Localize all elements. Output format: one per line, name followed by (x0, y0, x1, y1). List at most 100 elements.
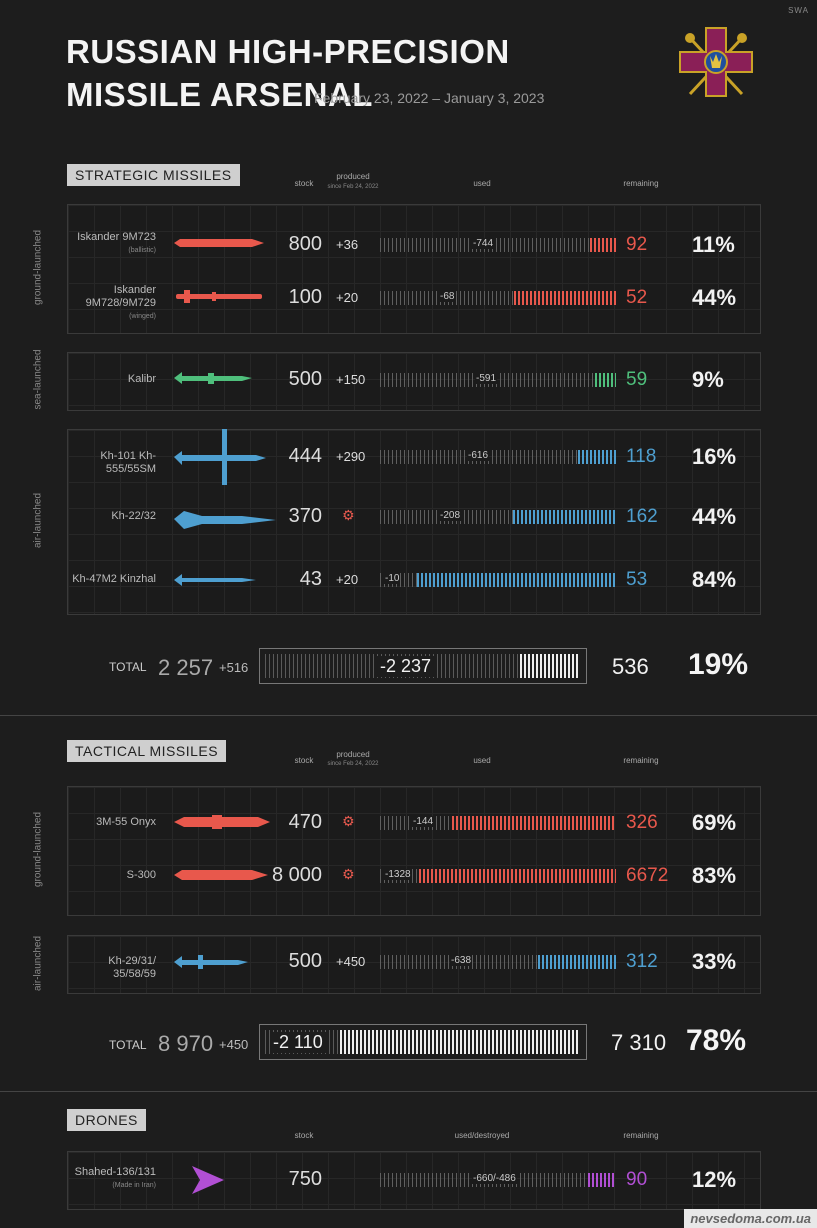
group-label: air-launched (32, 492, 44, 549)
remaining-fill (417, 573, 616, 587)
produced-value: +450 (336, 954, 366, 969)
remaining-fill (513, 510, 616, 524)
title-line-2: MISSILE ARSENAL (66, 76, 373, 113)
date-range: February 23, 2022 – January 3, 2023 (314, 90, 545, 106)
stock-value: 370 (288, 505, 322, 527)
used-value: -616 (467, 450, 490, 461)
drone-icon (192, 1166, 224, 1194)
remaining-pct: 16% (692, 444, 737, 469)
missile-name: 3M-55 Onyx (66, 816, 156, 829)
missile-name-text: 3M-55 Onyx (96, 816, 156, 828)
remaining-pct: 44% (692, 285, 737, 310)
total-used-bar: -2 237 (259, 648, 587, 684)
missile-name: Kalibr (66, 373, 156, 386)
header-produced-since: since Feb 24, 2022 (327, 761, 379, 767)
used-value: -1328 (384, 869, 412, 880)
used-value: -68 (439, 291, 456, 302)
stock-value: 8 000 (271, 864, 322, 886)
usage-bar: -744 (380, 238, 616, 252)
header-remaining: remaining (623, 1131, 659, 1140)
usage-bar: -616 (380, 450, 616, 464)
used-value: -638 (450, 955, 473, 966)
header-produced: produced (336, 172, 370, 181)
total-produced: +450 (219, 1037, 249, 1052)
remaining-fill (588, 1173, 616, 1187)
usage-bar: -638 (380, 955, 616, 969)
remaining-fill (578, 450, 616, 464)
remaining-pct: 83% (692, 863, 737, 888)
group-label: air-launched (32, 935, 44, 992)
header-used: used (473, 756, 491, 765)
missile-name-text: Kh-47M2 Kinzhal (72, 573, 156, 585)
missile-icon (176, 290, 262, 303)
stock-value: 444 (288, 445, 322, 467)
stock-value: 800 (288, 233, 322, 255)
missile-name-text: Shahed-136/131 (74, 1166, 156, 1178)
missile-name-text: Kh-22/32 (111, 510, 156, 522)
remaining-pct: 9% (692, 367, 724, 392)
stock-value: 750 (288, 1168, 322, 1190)
missile-note: (winged) (129, 313, 156, 320)
total-label: TOTAL (109, 660, 147, 674)
group-label: ground-launched (32, 229, 44, 306)
usage-bar: -591 (380, 373, 616, 387)
remaining-value: 92 (626, 234, 648, 255)
header-produced-since: since Feb 24, 2022 (327, 184, 379, 190)
missile-icon (174, 239, 264, 247)
usage-bar: -10 (380, 573, 616, 587)
header-stock: stock (294, 179, 314, 188)
gear-icon: ⚙ (342, 507, 355, 523)
remaining-value: 6672 (626, 865, 669, 886)
total-pct: 78% (686, 1024, 747, 1057)
total-used-value: -2 110 (270, 1032, 326, 1053)
header-used: used (473, 179, 491, 188)
missile-name: Kh-47M2 Kinzhal (66, 573, 156, 586)
remaining-pct: 84% (692, 567, 737, 592)
used-value: -144 (412, 816, 435, 827)
total-produced: +516 (219, 660, 249, 675)
remaining-value: 90 (626, 1169, 648, 1190)
remaining-fill (538, 955, 616, 969)
brand-mark: SWA (788, 6, 809, 15)
remaining-fill (452, 816, 616, 830)
missile-name-text: Kalibr (127, 373, 156, 385)
stock-value: 500 (288, 950, 322, 972)
usage-bar: -208 (380, 510, 616, 524)
remaining-value: 118 (626, 446, 657, 467)
stock-value: 500 (288, 368, 322, 390)
missile-note: (Made in Iran) (112, 1182, 156, 1189)
total-used-bar: -2 110 (259, 1024, 587, 1060)
missile-name: Iskander 9M728/9M729 (winged) (66, 284, 156, 323)
total-stock: 2 257 (158, 655, 214, 680)
missile-icon (174, 511, 276, 529)
remaining-fill (595, 373, 616, 387)
missile-name: Shahed-136/131 (Made in Iran) (66, 1166, 156, 1192)
total-remaining-fill (520, 654, 578, 678)
missile-name-text: Iskander 9M728/9M729 (85, 284, 156, 309)
usage-bar: -660/-486 (380, 1173, 616, 1187)
header-remaining: remaining (623, 756, 659, 765)
missile-name: Kh-101 Kh-555/55SM (66, 450, 156, 476)
used-value: -10 (384, 573, 401, 584)
remaining-pct: 12% (692, 1167, 737, 1192)
missile-name: Iskander 9M723 (ballistic) (66, 231, 156, 257)
gear-icon: ⚙ (342, 866, 355, 882)
remaining-value: 52 (626, 287, 648, 308)
missile-name: Kh-29/31/ 35/58/59 (66, 955, 156, 981)
header-produced: produced (336, 750, 370, 759)
stock-value: 43 (299, 568, 322, 590)
total-remaining: 536 (612, 654, 649, 679)
missile-name: Kh-22/32 (66, 510, 156, 523)
group-label: ground-launched (32, 811, 44, 888)
produced-value: +150 (336, 372, 366, 387)
remaining-value: 326 (626, 812, 658, 833)
remaining-value: 59 (626, 369, 648, 390)
used-value: -660/-486 (472, 1173, 517, 1184)
group-label: sea-launched (32, 349, 44, 410)
usage-bar: -144 (380, 816, 616, 830)
source-watermark: nevsedoma.com.ua (684, 1209, 817, 1228)
header-used-destroyed: used/destroyed (454, 1131, 510, 1140)
section-label-strategic: STRATEGIC MISSILES (67, 164, 240, 186)
missile-name-text: Iskander 9M723 (77, 231, 156, 243)
total-pct: 19% (688, 648, 749, 681)
